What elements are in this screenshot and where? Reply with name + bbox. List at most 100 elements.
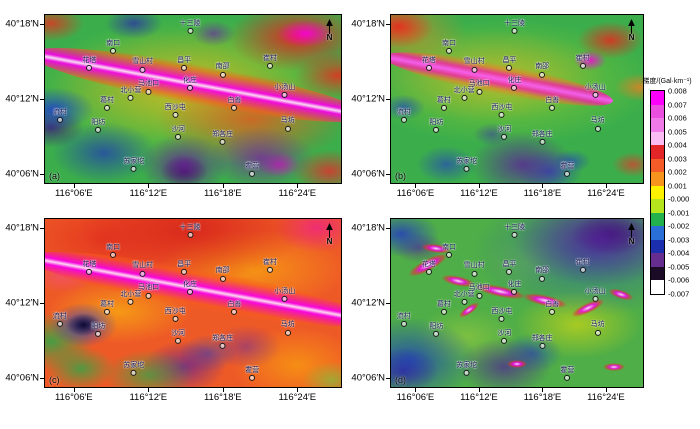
place-name: 郑各庄 xyxy=(212,130,234,138)
place: 花塔 xyxy=(422,57,436,71)
x-axis-tick xyxy=(478,184,480,188)
place-name: 霍营 xyxy=(245,366,260,374)
panel-letter: (a) xyxy=(49,171,60,181)
place-marker-icon xyxy=(266,63,273,70)
colorbar-cell xyxy=(651,266,664,280)
place-marker-icon xyxy=(219,71,226,78)
x-axis-label: 116°06′E xyxy=(54,392,93,403)
place-name: 西沙屯 xyxy=(491,103,513,111)
place-name: 小汤山 xyxy=(584,287,606,295)
place: 葛村 xyxy=(437,97,451,112)
gradient-ridge xyxy=(45,34,341,137)
place: 苏家坨 xyxy=(456,361,477,376)
x-axis-label: 116°06′E xyxy=(54,188,93,199)
place-marker-icon xyxy=(86,64,93,71)
place-marker-icon xyxy=(231,309,238,316)
place-name: 阳坊 xyxy=(91,322,106,330)
x-axis-label: 116°24′E xyxy=(587,188,625,199)
panel-a: 十三陵 南口 花塔 雪山村 昌平 南邵 崔村 马池口 化庄 北小营 小汤山 葛村 白善 西沙屯 流村 阳坊 沙河… xyxy=(5,14,342,199)
x-axis-label: 116°24′E xyxy=(278,392,317,403)
place: 马坊 xyxy=(281,321,295,336)
place: 霍营 xyxy=(560,162,575,177)
y-axis-label: 40°12′N xyxy=(351,93,385,105)
place-name: 南口 xyxy=(441,39,456,47)
place-name: 花塔 xyxy=(82,56,97,64)
place-marker-icon xyxy=(511,231,518,238)
place-marker-icon xyxy=(139,270,146,277)
place-name: 霍营 xyxy=(560,162,575,170)
place: 流村 xyxy=(397,109,411,123)
place-name: 马坊 xyxy=(590,321,605,329)
place-marker-icon xyxy=(281,295,288,302)
place-marker-icon xyxy=(187,289,194,296)
colorbar-cell xyxy=(651,199,664,213)
place-name: 十三陵 xyxy=(179,223,201,231)
place-name: 昌平 xyxy=(502,260,517,268)
place-name: 苏家坨 xyxy=(123,157,145,165)
place: 马池口 xyxy=(469,80,490,95)
colorbar-title: 梯度/(Gal·km⁻¹) xyxy=(642,78,692,85)
place-marker-icon xyxy=(592,91,599,98)
place: 马池口 xyxy=(469,284,490,299)
place-marker-icon xyxy=(56,320,63,327)
place-marker-icon xyxy=(476,292,483,299)
place-name: 十三陵 xyxy=(503,19,525,27)
place-name: 昌平 xyxy=(177,260,192,268)
place-marker-icon xyxy=(86,268,93,275)
place: 苏家坨 xyxy=(456,157,477,172)
place-marker-icon xyxy=(110,48,117,55)
colorbar-tick-label: 0.005 xyxy=(668,127,687,136)
place: 郑各庄 xyxy=(532,130,553,145)
place-marker-icon xyxy=(440,309,447,316)
place: 白善 xyxy=(227,301,241,316)
place-marker-icon xyxy=(187,27,194,34)
place-name: 阳坊 xyxy=(91,118,106,126)
place: 霍营 xyxy=(245,162,259,177)
y-axis-tick xyxy=(40,173,44,175)
place-marker-icon xyxy=(127,95,134,102)
place-marker-icon xyxy=(476,88,483,95)
place: 南邵 xyxy=(535,63,549,78)
place-marker-icon xyxy=(425,64,432,71)
place-name: 十三陵 xyxy=(179,19,201,27)
place-marker-icon xyxy=(281,91,288,98)
x-axis-tick xyxy=(605,388,607,392)
place-marker-icon xyxy=(110,252,117,259)
anomaly-streak xyxy=(420,242,452,256)
place-marker-icon xyxy=(181,64,188,71)
colorbar-cell xyxy=(651,239,664,253)
place-name: 南邵 xyxy=(215,267,230,275)
place-name: 花塔 xyxy=(421,56,436,64)
x-axis-label: 116°12′E xyxy=(460,392,498,403)
place: 化庄 xyxy=(507,281,521,296)
x-axis-label: 116°18′E xyxy=(203,392,242,403)
place: 苏家坨 xyxy=(123,157,145,172)
y-axis-tick xyxy=(40,228,44,230)
place: 南邵 xyxy=(216,63,230,78)
place: 雪山村 xyxy=(464,58,485,73)
y-axis-label: 40°18′N xyxy=(351,18,385,30)
place-marker-icon xyxy=(219,342,226,349)
x-axis-label: 116°06′E xyxy=(396,392,435,403)
place-name: 马坊 xyxy=(590,117,605,125)
anomaly-streak xyxy=(569,295,607,321)
place-name: 雪山村 xyxy=(132,262,154,270)
map-b: 十三陵 南口 花塔 雪山村 昌平 南邵 崔村 马池口 化庄 北小营 小汤山 葛村 白善 西沙屯 流村 阳坊 沙河… xyxy=(390,14,644,184)
place-name: 郑各庄 xyxy=(212,334,234,342)
x-axis-label: 116°12′E xyxy=(129,188,168,199)
y-axis-label: 40°06′N xyxy=(351,168,385,180)
anomaly-streak xyxy=(521,289,569,311)
north-arrow-icon: N xyxy=(627,19,636,42)
colorbar: 0.008 0.007 0.006 0.005 0.004 0.003 0.002 0.001… xyxy=(650,87,698,298)
place: 西沙屯 xyxy=(491,104,512,118)
place-name: 马池口 xyxy=(138,80,160,88)
place-name: 西沙屯 xyxy=(491,307,513,315)
place-name: 白善 xyxy=(545,96,560,104)
place-marker-icon xyxy=(249,170,256,177)
place-marker-icon xyxy=(104,105,111,112)
place: 郑各庄 xyxy=(212,334,234,349)
place: 北小营 xyxy=(454,87,475,102)
place-marker-icon xyxy=(127,299,134,306)
place-marker-icon xyxy=(539,275,546,282)
place-marker-icon xyxy=(400,116,407,123)
